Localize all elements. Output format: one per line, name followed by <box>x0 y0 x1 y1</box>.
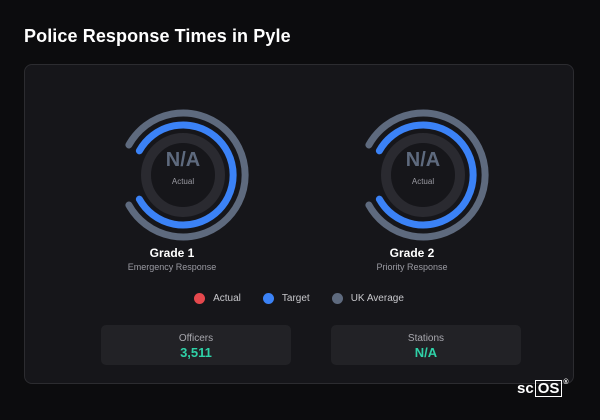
legend-item-target: Target <box>262 293 310 304</box>
stations-stat-card: Stations N/A <box>331 325 521 365</box>
target-dot-icon <box>262 293 274 304</box>
grade-2-subtitle: Priority Response <box>376 262 448 272</box>
legend-label-uk-average: UK Average <box>350 293 404 304</box>
target-ring <box>375 121 477 229</box>
actual-ring-track <box>381 133 465 217</box>
grade-1-gauge-rings <box>125 109 249 241</box>
actual-dot-icon <box>194 293 206 304</box>
stations-label: Stations <box>407 333 445 344</box>
legend-label-target: Target <box>281 293 310 304</box>
uk-average-ring <box>125 109 249 241</box>
grade-1-actual-label: Actual <box>171 177 195 186</box>
legend: Actual Target UK Average <box>25 293 573 304</box>
grade-2-actual-value: N/A <box>405 149 441 171</box>
legend-item-uk-average: UK Average <box>331 293 404 304</box>
grade-2-gauge: N/A Actual <box>353 105 493 245</box>
grade-2-title: Grade 2 <box>389 246 435 260</box>
brand-prefix: sc <box>517 380 534 397</box>
uk-average-ring <box>365 109 489 241</box>
officers-value: 3,511 <box>180 345 212 360</box>
grade-1-gauge: N/A Actual <box>113 105 253 245</box>
actual-ring-track <box>141 133 225 217</box>
response-times-panel: N/A Actual Grade 1 Emergency Response N/… <box>24 64 574 384</box>
grade-1-actual-value: N/A <box>165 149 201 171</box>
grade-1-subtitle: Emergency Response <box>127 262 217 272</box>
page-title: Police Response Times in Pyle <box>24 26 291 46</box>
brand-boxed: OS <box>534 380 563 397</box>
stations-value: N/A <box>414 345 438 360</box>
brand-logo: sc OS ® <box>517 379 569 397</box>
legend-label-actual: Actual <box>213 293 241 304</box>
registered-mark-icon: ® <box>563 379 569 386</box>
uk-average-dot-icon <box>331 293 343 304</box>
target-ring <box>135 121 237 229</box>
legend-item-actual: Actual <box>194 293 241 304</box>
grade-1-title: Grade 1 <box>149 246 195 260</box>
officers-label: Officers <box>178 333 214 344</box>
officers-stat-card: Officers 3,511 <box>101 325 291 365</box>
grade-2-gauge-rings <box>365 109 489 241</box>
grade-2-actual-label: Actual <box>411 177 435 186</box>
